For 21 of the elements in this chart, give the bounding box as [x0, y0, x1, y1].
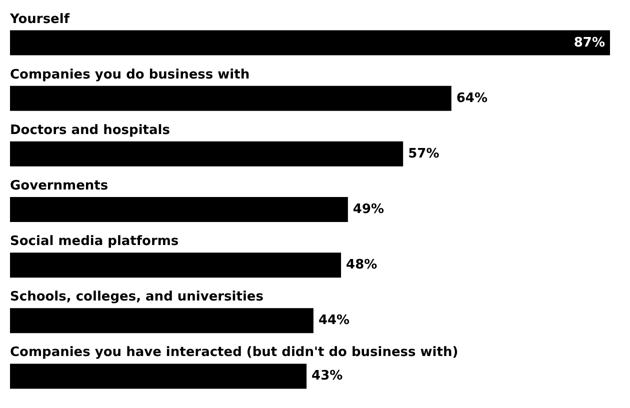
data-label: 87%	[574, 35, 605, 50]
bar	[10, 308, 314, 334]
y-tick-label: Companies you do business with	[10, 67, 250, 82]
data-label: 43%	[312, 368, 343, 384]
data-label: 49%	[352, 202, 384, 217]
bar	[10, 364, 307, 389]
bar	[10, 30, 610, 56]
bar	[10, 86, 452, 111]
bar	[10, 197, 348, 222]
data-label: 48%	[346, 258, 378, 273]
y-tick-label: Schools, colleges, and universities	[10, 290, 264, 305]
data-label: 64%	[456, 90, 488, 106]
data-label: 44%	[318, 313, 350, 328]
y-tick-label: Yourself	[9, 12, 70, 27]
bar	[10, 252, 342, 278]
y-tick-label: Doctors and hospitals	[10, 122, 170, 138]
y-tick-label: Social media platforms	[10, 234, 179, 250]
y-tick-label: Governments	[10, 178, 108, 194]
data-label: 57%	[408, 146, 440, 162]
y-tick-label: Companies you have interacted (but didn't do business with)	[10, 345, 458, 360]
bar	[10, 141, 404, 166]
